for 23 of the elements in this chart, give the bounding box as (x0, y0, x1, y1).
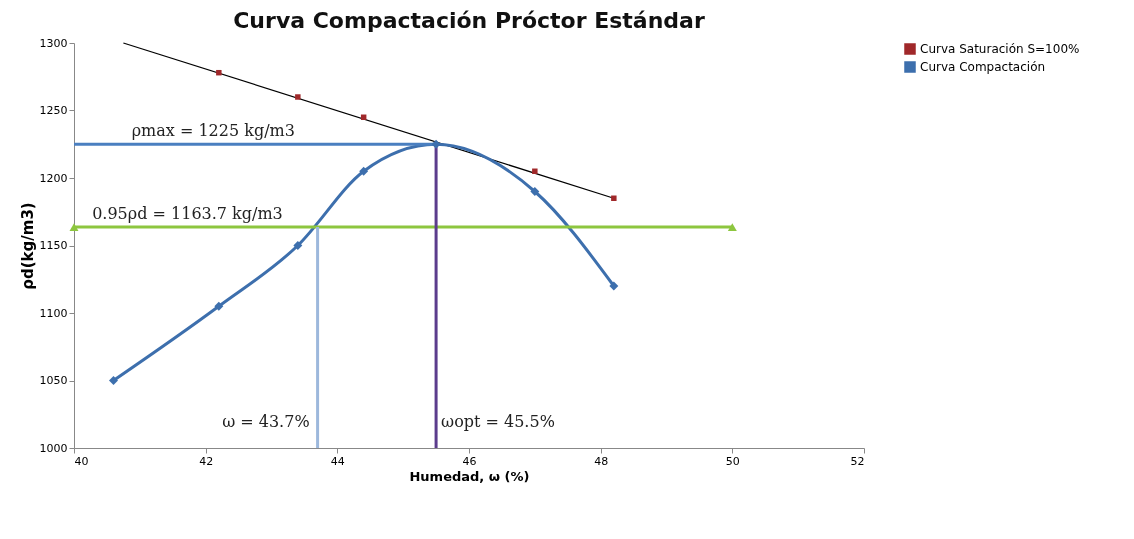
y-tick-label: 1200 (39, 171, 68, 185)
x-tick-label: 44 (330, 454, 345, 468)
x-tick-label: 46 (462, 454, 477, 468)
y-tick-label: 1150 (39, 239, 68, 252)
annotation: ρmax = 1225 kg/m3 (131, 121, 295, 141)
y-tick-label: 1000 (39, 441, 68, 455)
legend-label: Curva Saturación S=100% (920, 42, 1080, 56)
legend-label: Curva Compactación (920, 60, 1046, 74)
x-tick-label: 48 (594, 454, 609, 468)
x-tick-label: 50 (725, 454, 740, 468)
annotation: 0.95ρd = 1163.7 kg/m3 (92, 204, 283, 224)
y-tick-label: 1250 (39, 104, 68, 117)
y-axis-title: ρd(kg/m3) (18, 202, 37, 290)
y-tick-label: 1300 (39, 36, 68, 50)
chart-title: Curva Compactación Próctor Estándar (233, 8, 705, 33)
annotation: ωopt = 45.5% (441, 411, 555, 431)
x-axis-title: Humedad, ω (%) (409, 468, 530, 484)
y-tick-label: 1050 (39, 374, 68, 387)
x-tick-label: 52 (850, 454, 865, 468)
y-tick-label: 1100 (39, 306, 68, 320)
annotation: ω = 43.7% (222, 411, 310, 431)
x-tick-label: 42 (199, 454, 214, 468)
x-tick-label: 40 (74, 454, 89, 468)
